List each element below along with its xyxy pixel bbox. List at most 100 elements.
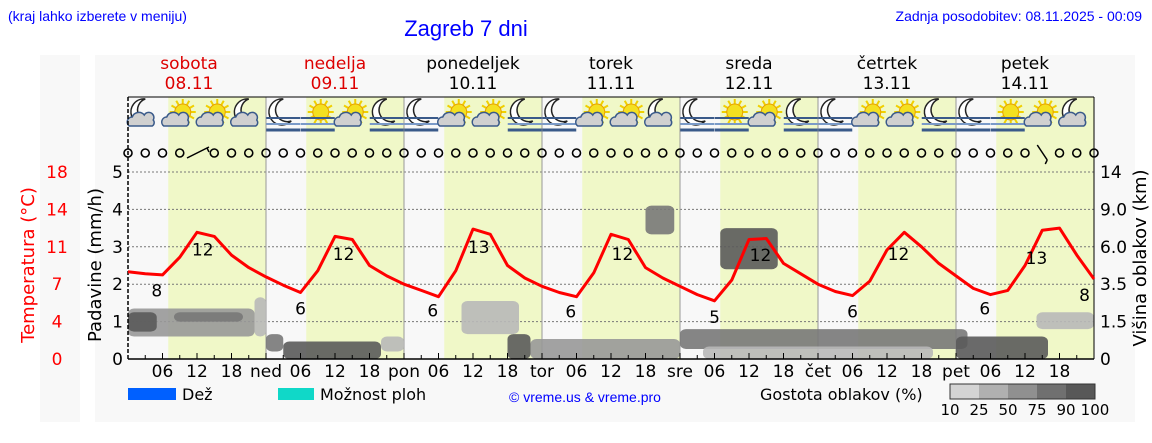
sun-fog-icon	[714, 99, 749, 132]
moon-cloud-icon	[644, 98, 673, 127]
x-tick-label: 18	[773, 362, 795, 382]
calm-wind-icon	[985, 148, 996, 158]
sun-ray	[775, 104, 782, 109]
sun-ray	[895, 104, 901, 109]
cloud-icon	[333, 111, 362, 127]
density-swatch	[1037, 384, 1066, 399]
calm-wind-icon	[692, 148, 703, 158]
moon-fog-icon	[921, 98, 956, 132]
sun-ray	[998, 104, 1005, 109]
calm-wind-icon	[312, 148, 323, 158]
cloud-patch	[128, 312, 157, 332]
cloud-patch	[956, 336, 1048, 359]
cloud-patch	[530, 339, 680, 359]
density-swatch	[1066, 384, 1095, 399]
cloud-density	[128, 205, 1094, 359]
sun-ray	[603, 104, 609, 109]
temp-extreme-label: 6	[295, 300, 306, 320]
calm-wind-icon	[450, 148, 461, 158]
sun-ray	[220, 100, 225, 106]
last-updated: Zadnja posodobitev: 08.11.2025 - 00:09	[896, 8, 1143, 24]
x-tick-label: 06	[152, 362, 174, 382]
sun-ray	[623, 100, 629, 106]
wind-row	[123, 144, 1099, 165]
moon-fog-icon	[680, 98, 715, 132]
precip-tick-label: 2	[112, 275, 123, 295]
precip-tick-label: 1	[112, 313, 123, 333]
temp-tick-label: 7	[52, 275, 63, 295]
calm-wind-icon	[1071, 148, 1082, 158]
x-tick-label: 06	[980, 362, 1002, 382]
sun-disc	[1002, 103, 1020, 121]
sun-ray	[775, 115, 782, 120]
cloud-patch	[461, 301, 519, 335]
density-tick-label: 50	[998, 401, 1017, 419]
sun-fog-icon	[300, 99, 335, 132]
legend: Dež Možnost ploh © vreme.us & vreme.pro …	[128, 383, 1109, 419]
calm-wind-icon	[623, 148, 634, 158]
wind-shaft	[186, 146, 210, 159]
x-tick-label: 12	[738, 362, 760, 382]
calm-wind-icon	[278, 148, 289, 158]
sun-ray	[727, 118, 732, 124]
x-tick-label: 12	[876, 362, 898, 382]
calm-wind-icon	[174, 148, 185, 158]
sun-ray	[175, 100, 180, 106]
day-date: 12.11	[725, 74, 774, 94]
calm-wind-icon	[813, 148, 823, 158]
cloud-icon	[161, 111, 190, 127]
calm-wind-icon	[399, 148, 409, 158]
calm-wind-icon	[1002, 148, 1013, 158]
x-tick-label: 18	[911, 362, 933, 382]
calm-wind-icon	[675, 148, 685, 158]
sun-ray	[358, 100, 363, 106]
sun-ray	[323, 118, 329, 124]
sun-ray	[1003, 118, 1008, 124]
moon-cloud-icon	[126, 98, 155, 127]
calm-wind-icon	[209, 148, 220, 158]
x-tick-label: 12	[600, 362, 622, 382]
cloud-icon	[230, 111, 259, 127]
cloud-icon	[471, 111, 500, 127]
sun-ray	[879, 115, 885, 120]
sun-ray	[223, 104, 230, 109]
sun-ray	[485, 100, 491, 106]
sun-ray	[589, 100, 594, 106]
x-tick-label: 18	[1049, 362, 1071, 382]
sun-ray	[313, 118, 318, 124]
x-tick-label: 12	[462, 362, 484, 382]
calm-wind-icon	[537, 148, 547, 158]
temp-tick-label: 18	[46, 163, 68, 183]
day-date: 08.11	[165, 74, 214, 94]
menu-hint[interactable]: (kraj lahko izberete v meniju)	[8, 8, 187, 24]
sun-ray	[361, 104, 368, 109]
density-scale-frame	[949, 383, 1096, 400]
cloud-height-axis-label: Višina oblakov (km)	[1130, 169, 1151, 346]
moon-fog-icon	[266, 98, 301, 132]
temp-extreme-label: 13	[1026, 249, 1048, 269]
day-date: 11.11	[587, 74, 636, 94]
sun-ray	[1003, 100, 1008, 106]
cloud-patch	[381, 336, 404, 352]
sun-ray	[860, 104, 867, 109]
density-swatch	[1008, 384, 1037, 399]
sun-cloud-icon	[161, 99, 196, 127]
density-tick-label: 10	[940, 401, 959, 419]
calm-wind-icon	[157, 148, 168, 158]
sun-cloud-icon	[609, 99, 645, 127]
copyright-link[interactable]: © vreme.us & vreme.pro	[509, 389, 661, 405]
x-tick-label: 18	[497, 362, 519, 382]
calm-wind-icon	[140, 148, 151, 158]
cloud-icon	[609, 111, 638, 127]
sun-ray	[879, 104, 885, 109]
density-swatch	[979, 384, 1008, 399]
day-date: 13.11	[863, 74, 912, 94]
x-tick-label: 06	[842, 362, 864, 382]
precip-tick-label: 5	[112, 163, 123, 183]
day-name: ponedeljek	[426, 54, 520, 74]
sun-ray	[446, 104, 453, 109]
sun-ray	[603, 115, 609, 120]
sun-ray	[584, 104, 591, 109]
temp-extreme-label: 8	[151, 282, 162, 302]
temp-extreme-label: 6	[979, 300, 990, 320]
